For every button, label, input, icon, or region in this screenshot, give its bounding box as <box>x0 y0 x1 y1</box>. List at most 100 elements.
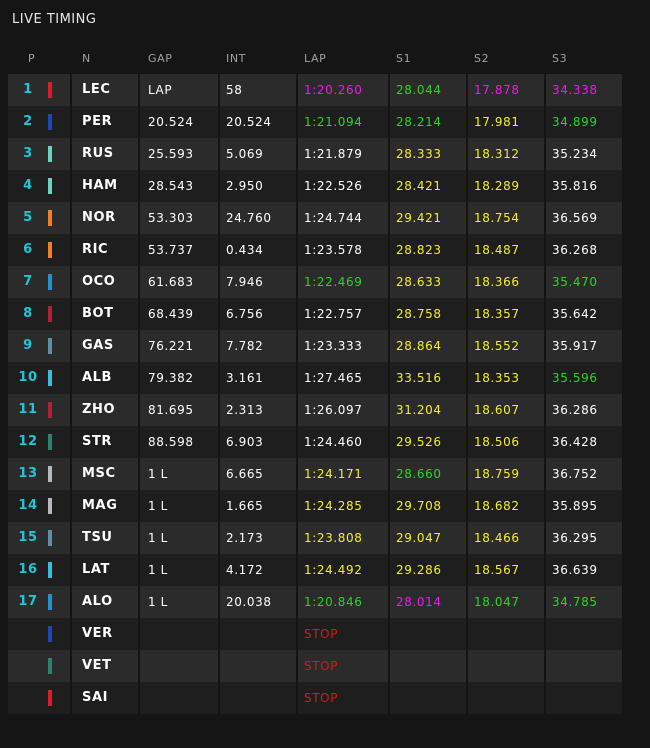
interval-value: 0.434 <box>226 243 264 257</box>
table-row[interactable]: 16 LAT 1 L 4.172 1:24.492 29.286 18.567 36.639 <box>8 554 622 586</box>
sector-2-time: 18.607 <box>474 403 520 417</box>
driver-code: NOR <box>82 210 116 225</box>
column-divider <box>466 266 468 298</box>
gap-value: 88.598 <box>148 435 194 449</box>
team-color-bar <box>48 274 52 290</box>
sector-2-time: 17.981 <box>474 115 520 129</box>
interval-value: 6.756 <box>226 307 264 321</box>
column-divider <box>544 586 546 618</box>
lap-time: 1:22.526 <box>304 179 363 193</box>
header-s3: S3 <box>552 52 568 65</box>
column-divider <box>138 74 140 106</box>
column-divider <box>388 74 390 106</box>
sector-1-time: 28.333 <box>396 147 442 161</box>
column-divider <box>218 426 220 458</box>
lap-time: STOP <box>304 691 339 705</box>
table-row[interactable]: 17 ALO 1 L 20.038 1:20.846 28.014 18.047 34.785 <box>8 586 622 618</box>
position-number: 13 <box>18 466 38 481</box>
column-divider <box>388 458 390 490</box>
driver-code: GAS <box>82 338 114 353</box>
table-row[interactable]: 15 TSU 1 L 2.173 1:23.808 29.047 18.466 36.295 <box>8 522 622 554</box>
table-row[interactable]: 13 MSC 1 L 6.665 1:24.171 28.660 18.759 36.752 <box>8 458 622 490</box>
column-divider <box>70 554 72 586</box>
header-gap: GAP <box>148 52 173 65</box>
position-number: 11 <box>18 402 38 417</box>
column-divider <box>466 330 468 362</box>
column-divider <box>138 586 140 618</box>
table-row[interactable]: 3 RUS 25.593 5.069 1:21.879 28.333 18.312 35.23… <box>8 138 622 170</box>
column-divider <box>544 394 546 426</box>
gap-value: 1 L <box>148 499 168 513</box>
table-row[interactable]: 10 ALB 79.382 3.161 1:27.465 33.516 18.353 35.5… <box>8 362 622 394</box>
table-row[interactable]: 1 LEC LAP 58 1:20.260 28.044 17.878 34.338 <box>8 74 622 106</box>
team-color-bar <box>48 114 52 130</box>
table-row[interactable]: 12 STR 88.598 6.903 1:24.460 29.526 18.506 36.4… <box>8 426 622 458</box>
column-divider <box>296 138 298 170</box>
column-divider <box>296 266 298 298</box>
table-row[interactable]: SAI STOP <box>8 682 622 714</box>
column-divider <box>138 490 140 522</box>
column-divider <box>388 170 390 202</box>
table-row[interactable]: 14 MAG 1 L 1.665 1:24.285 29.708 18.682 35.895 <box>8 490 622 522</box>
column-divider <box>544 138 546 170</box>
column-divider <box>388 362 390 394</box>
team-color-bar <box>48 466 52 482</box>
table-row[interactable]: VER STOP <box>8 618 622 650</box>
position-number: 16 <box>18 562 38 577</box>
column-divider <box>388 426 390 458</box>
gap-value: 1 L <box>148 467 168 481</box>
gap-value: 53.737 <box>148 243 194 257</box>
column-divider <box>218 298 220 330</box>
sector-3-time: 36.295 <box>552 531 598 545</box>
gap-value: 1 L <box>148 531 168 545</box>
column-divider <box>466 586 468 618</box>
sector-1-time: 28.421 <box>396 179 442 193</box>
column-divider <box>388 394 390 426</box>
table-row[interactable]: 2 PER 20.524 20.524 1:21.094 28.214 17.981 34.8… <box>8 106 622 138</box>
driver-code: STR <box>82 434 113 449</box>
table-row[interactable]: VET STOP <box>8 650 622 682</box>
column-divider <box>296 650 298 682</box>
driver-code: MSC <box>82 466 116 481</box>
column-divider <box>466 522 468 554</box>
column-divider <box>70 266 72 298</box>
driver-code: VET <box>82 658 112 673</box>
lap-time: 1:21.094 <box>304 115 363 129</box>
position-number: 12 <box>18 434 38 449</box>
header-s2: S2 <box>474 52 490 65</box>
driver-code: PER <box>82 114 113 129</box>
page-title: LIVE TIMING <box>12 12 97 27</box>
gap-value: 76.221 <box>148 339 194 353</box>
column-divider <box>296 202 298 234</box>
team-color-bar <box>48 146 52 162</box>
table-row[interactable]: 7 OCO 61.683 7.946 1:22.469 28.633 18.366 35.47… <box>8 266 622 298</box>
team-color-bar <box>48 434 52 450</box>
column-divider <box>296 682 298 714</box>
interval-value: 2.950 <box>226 179 264 193</box>
column-divider <box>466 426 468 458</box>
gap-value: 28.543 <box>148 179 194 193</box>
column-divider <box>544 618 546 650</box>
team-color-bar <box>48 594 52 610</box>
position-number: 6 <box>23 242 33 257</box>
gap-value: 1 L <box>148 595 168 609</box>
sector-3-time: 35.596 <box>552 371 598 385</box>
table-row[interactable]: 5 NOR 53.303 24.760 1:24.744 29.421 18.754 36.5… <box>8 202 622 234</box>
table-row[interactable]: 9 GAS 76.221 7.782 1:23.333 28.864 18.552 35.91… <box>8 330 622 362</box>
column-divider <box>218 682 220 714</box>
column-divider <box>544 234 546 266</box>
team-color-bar <box>48 242 52 258</box>
table-row[interactable]: 8 BOT 68.439 6.756 1:22.757 28.758 18.357 35.64… <box>8 298 622 330</box>
column-divider <box>296 618 298 650</box>
lap-time: 1:27.465 <box>304 371 363 385</box>
sector-2-time: 18.506 <box>474 435 520 449</box>
table-row[interactable]: 11 ZHO 81.695 2.313 1:26.097 31.204 18.607 36.2… <box>8 394 622 426</box>
table-row[interactable]: 6 RIC 53.737 0.434 1:23.578 28.823 18.487 36.26… <box>8 234 622 266</box>
sector-2-time: 18.289 <box>474 179 520 193</box>
column-divider <box>70 138 72 170</box>
position-number: 2 <box>23 114 33 129</box>
column-divider <box>296 330 298 362</box>
table-row[interactable]: 4 HAM 28.543 2.950 1:22.526 28.421 18.289 35.81… <box>8 170 622 202</box>
lap-time: 1:22.757 <box>304 307 363 321</box>
sector-3-time: 34.899 <box>552 115 598 129</box>
